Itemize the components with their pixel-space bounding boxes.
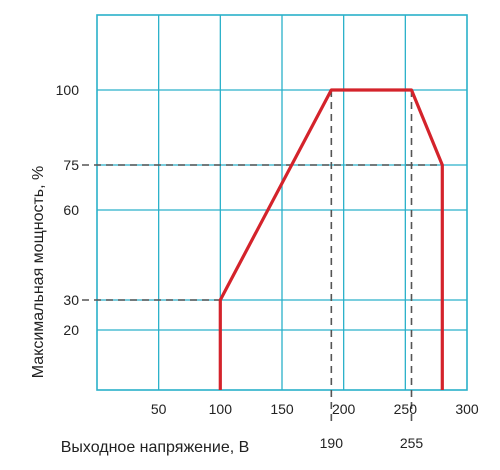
y-tick-label-20: 20: [63, 322, 79, 338]
x-tick-label-50: 50: [151, 401, 167, 417]
y-tick-label-100: 100: [56, 82, 80, 98]
series-layer: [218, 88, 444, 390]
x-extra-tick-label-255: 255: [400, 435, 424, 451]
x-extra-tick-label-190: 190: [320, 435, 344, 451]
x-tick-label-250: 250: [394, 401, 418, 417]
y-tick-label-75: 75: [63, 157, 79, 173]
x-tick-label-100: 100: [209, 401, 233, 417]
reference-lines: [82, 90, 443, 422]
y-axis-label: Максимальная мощность, %: [30, 166, 47, 379]
x-tick-label-300: 300: [455, 401, 479, 417]
tick-labels: 50 100 150 200 250 300 20 30 60 75 100: [56, 82, 479, 417]
x-tick-label-200: 200: [332, 401, 356, 417]
series-line-0: [218, 88, 444, 390]
y-tick-label-30: 30: [63, 292, 79, 308]
x-tick-label-150: 150: [270, 401, 294, 417]
y-tick-label-60: 60: [63, 202, 79, 218]
x-axis-label: Выходное напряжение, В: [61, 439, 250, 456]
extra-tick-labels: 190 255: [320, 435, 424, 451]
